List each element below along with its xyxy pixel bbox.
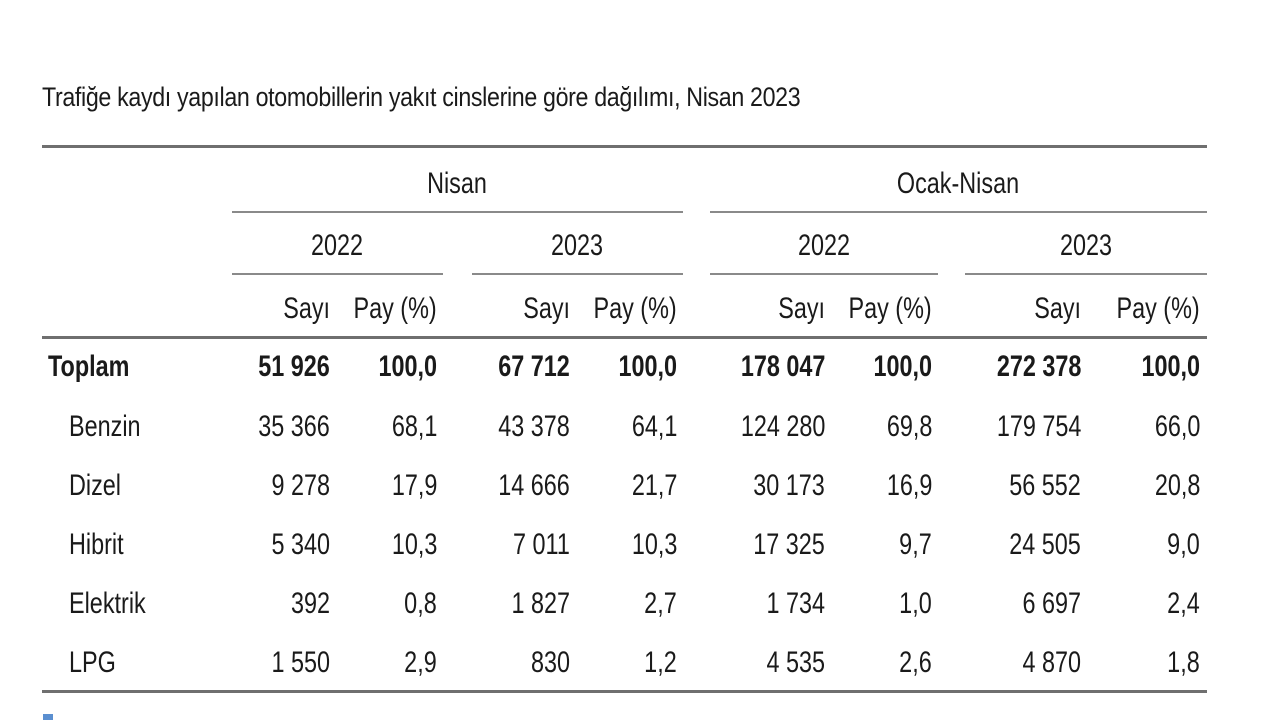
table-cell: 35 366: [258, 410, 330, 443]
table-cell: 1,2: [644, 646, 677, 679]
table-cell: 392: [290, 587, 330, 620]
year-header: 2023: [1059, 229, 1113, 262]
column-header: Sayı: [523, 292, 570, 325]
table-cell: 43 378: [498, 410, 570, 443]
year-rule-3: [710, 273, 938, 275]
column-header: Sayı: [778, 292, 825, 325]
table-cell: 100,0: [873, 350, 932, 383]
table-cell: 1 734: [766, 587, 825, 620]
corner-marker: [43, 714, 53, 720]
table-cell: 14 666: [498, 469, 570, 502]
table-cell: 100,0: [378, 350, 437, 383]
table-cell: 2,6: [899, 646, 932, 679]
row-label: Benzin: [69, 410, 141, 443]
table-cell: 66,0: [1154, 410, 1200, 443]
group-header: Nisan: [427, 167, 487, 200]
row-label: Hibrit: [69, 528, 124, 561]
column-header: Sayı: [1034, 292, 1081, 325]
year-rule-1: [232, 273, 443, 275]
table-cell: 100,0: [618, 350, 677, 383]
table-cell: 20,8: [1154, 469, 1200, 502]
table-cell: 64,1: [631, 410, 677, 443]
table-cell: 2,4: [1167, 587, 1200, 620]
column-header: Sayı: [283, 292, 330, 325]
table-cell: 9,7: [899, 528, 932, 561]
column-header: Pay (%): [848, 292, 932, 325]
column-header: Pay (%): [1116, 292, 1200, 325]
table-cell: 17 325: [753, 528, 825, 561]
table-cell: 830: [530, 646, 570, 679]
table-cell: 1,0: [899, 587, 932, 620]
table-cell: 272 378: [996, 350, 1081, 383]
table-bottom-rule: [42, 690, 1207, 693]
table-cell: 17,9: [391, 469, 437, 502]
table-cell: 100,0: [1141, 350, 1200, 383]
table-cell: 1 827: [511, 587, 570, 620]
group-header: Ocak-Nisan: [896, 167, 1020, 200]
table-cell: 21,7: [631, 469, 677, 502]
row-label: Elektrik: [69, 587, 146, 620]
table-cell: 124 280: [740, 410, 825, 443]
row-label: LPG: [69, 646, 116, 679]
table-cell: 1 550: [271, 646, 330, 679]
table-cell: 179 754: [996, 410, 1081, 443]
table-top-rule: [42, 145, 1207, 148]
table-cell: 2,7: [644, 587, 677, 620]
table-cell: 0,8: [404, 587, 437, 620]
table-cell: 10,3: [631, 528, 677, 561]
table-cell: 178 047: [740, 350, 825, 383]
table-cell: 4 535: [766, 646, 825, 679]
table-cell: 24 505: [1009, 528, 1081, 561]
row-label: Dizel: [69, 469, 122, 502]
header-bottom-rule: [42, 336, 1207, 339]
column-header: Pay (%): [353, 292, 437, 325]
table-cell: 1,8: [1167, 646, 1200, 679]
table-cell: 9 278: [271, 469, 330, 502]
row-label: Toplam: [48, 350, 130, 383]
table-cell: 9,0: [1167, 528, 1200, 561]
year-header: 2022: [797, 229, 851, 262]
table-cell: 30 173: [753, 469, 825, 502]
table-cell: 69,8: [886, 410, 932, 443]
table-title: Trafiğe kaydı yapılan otomobillerin yakı…: [42, 82, 801, 112]
table-cell: 7 011: [513, 528, 570, 561]
year-header: 2022: [310, 229, 364, 262]
table-cell: 10,3: [391, 528, 437, 561]
table-cell: 6 697: [1022, 587, 1081, 620]
column-header: Pay (%): [593, 292, 677, 325]
group-rule-nisan: [232, 211, 683, 213]
table-cell: 67 712: [498, 350, 570, 383]
table-cell: 16,9: [886, 469, 932, 502]
table-cell: 2,9: [404, 646, 437, 679]
table-cell: 5 340: [271, 528, 330, 561]
table-cell: 56 552: [1009, 469, 1081, 502]
year-rule-4: [965, 273, 1207, 275]
year-header: 2023: [550, 229, 604, 262]
group-rule-ocak-nisan: [710, 211, 1207, 213]
year-rule-2: [472, 273, 683, 275]
table-cell: 4 870: [1022, 646, 1081, 679]
table-cell: 68,1: [391, 410, 437, 443]
table-cell: 51 926: [258, 350, 330, 383]
